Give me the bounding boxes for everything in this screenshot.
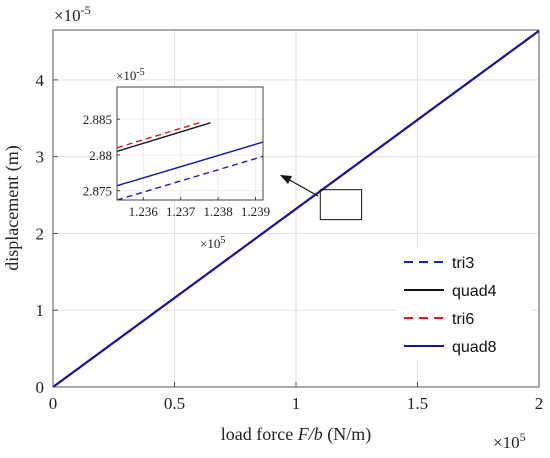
inset-series-line-quad4	[116, 122, 211, 153]
inset-y-tick-labels: 2.875 2.88 2.885	[83, 112, 112, 199]
inset-y-tick-label: 2.885	[83, 112, 112, 127]
y-tick-label: 3	[36, 148, 45, 167]
legend-label-tri3: tri3	[452, 255, 474, 272]
zoom-arrow	[280, 175, 319, 197]
y-tick-label: 4	[36, 71, 45, 90]
inset-series-lines	[116, 122, 264, 201]
x-tick-label: 1	[292, 394, 301, 413]
inset-y-multiplier: ×10-5	[116, 67, 145, 83]
x-tick-label: 2	[535, 394, 544, 413]
main-series-lines	[52, 29, 540, 388]
legend: tri3 quad4 tri6 quad8	[397, 246, 532, 362]
x-axis-label: load force F/b (N/m)	[221, 424, 371, 445]
inset-x-tick-label: 1.238	[203, 204, 232, 219]
y-tick-label: 0	[36, 378, 45, 397]
inset-x-multiplier: ×105	[200, 235, 225, 251]
legend-label-tri6: tri6	[452, 311, 474, 328]
y-axis-label: displacement (m)	[2, 145, 23, 270]
y-tick-label: 1	[36, 301, 45, 320]
y-multiplier: ×10-5	[54, 3, 91, 25]
inset-x-tick-label: 1.236	[129, 204, 159, 219]
x-tick-label: 0.5	[164, 394, 185, 413]
inset-series-line-tri6	[116, 122, 200, 149]
inset-x-tick-label: 1.237	[166, 204, 196, 219]
inset-plot: 1.236 1.237 1.238 1.239 2.875 2.88 2.885 ×10-…	[83, 67, 270, 251]
series-line-quad8	[52, 29, 540, 388]
inset-x-tick-labels: 1.236 1.237 1.238 1.239	[129, 204, 271, 219]
x-tick-label: 0	[49, 394, 58, 413]
plot-frame	[52, 29, 540, 388]
zoom-box	[319, 189, 363, 221]
x-tick-labels: 0 0.5 1 1.5 2	[49, 394, 544, 413]
legend-label-quad4: quad4	[452, 283, 497, 300]
inset-y-tick-label: 2.88	[89, 148, 112, 163]
inset-y-tick-label: 2.875	[83, 184, 112, 199]
inset-x-tick-label: 1.239	[241, 204, 270, 219]
x-multiplier: ×105	[493, 430, 526, 452]
y-tick-label: 2	[36, 224, 45, 243]
inset-series-line-tri3	[116, 155, 264, 201]
inset-series-line-quad8	[116, 141, 264, 187]
legend-box	[397, 246, 532, 362]
legend-label-quad8: quad8	[452, 339, 497, 356]
x-tick-label: 1.5	[407, 394, 428, 413]
y-tick-labels: 0 1 2 3 4	[36, 71, 45, 397]
